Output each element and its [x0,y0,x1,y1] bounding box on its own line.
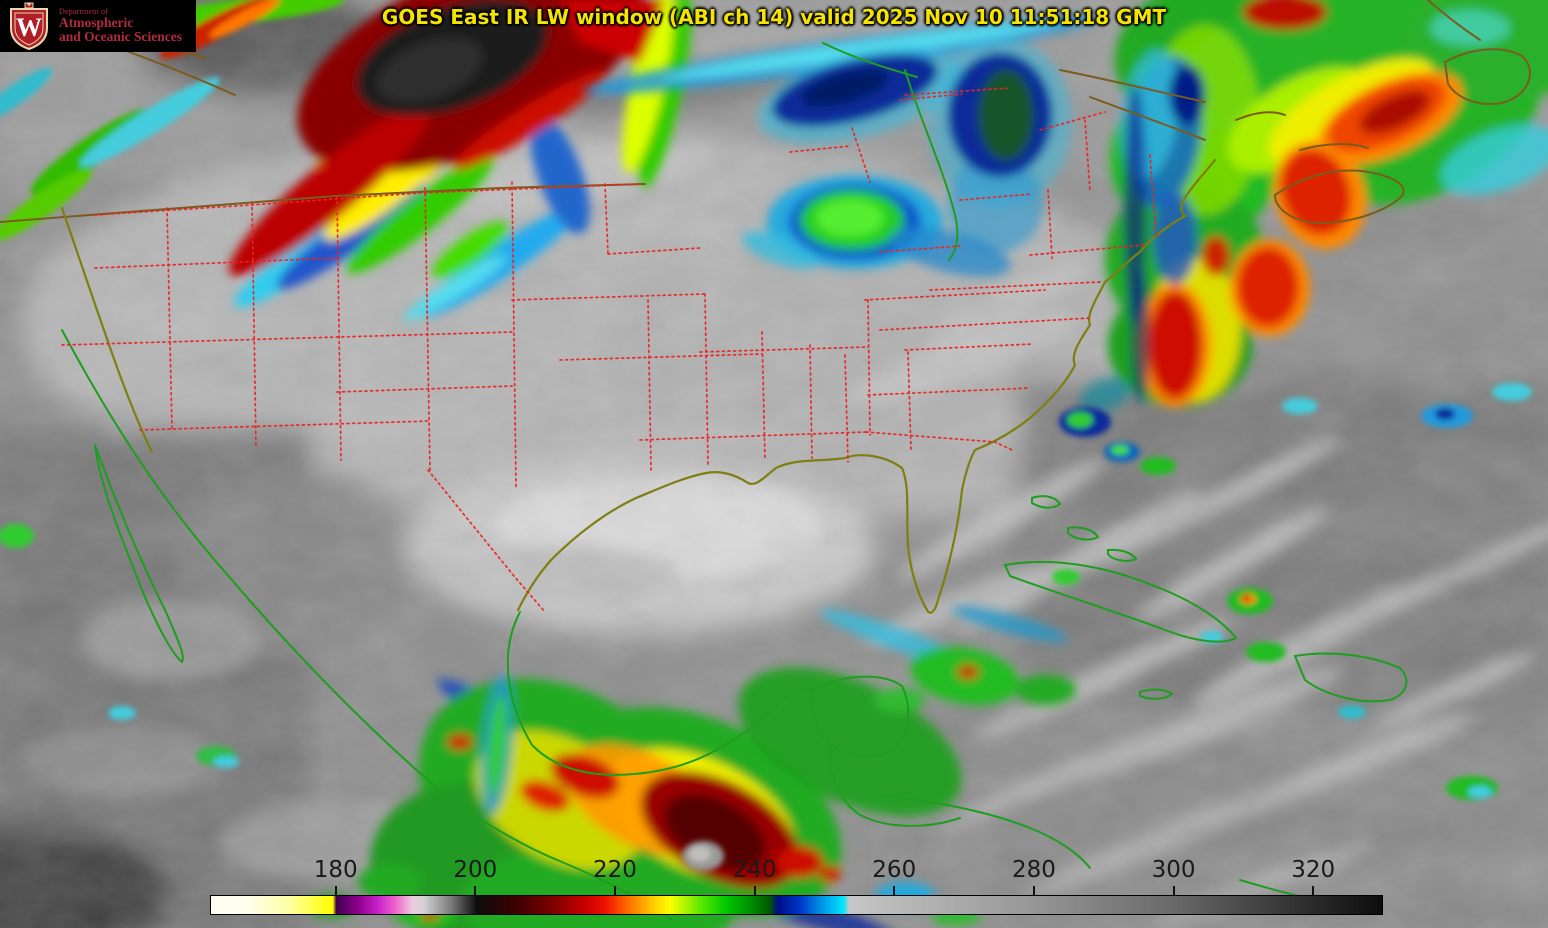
colorbar-tick-mark [893,886,896,895]
temperature-colorbar: 180 200 220 240 260 280 300 320 [210,857,1383,917]
colorbar-tick-mark [1032,886,1035,895]
storm-tropical-south [307,606,1076,928]
colorbar-tick-label: 280 [1011,857,1056,883]
colorbar-tick-label: 320 [1291,857,1336,883]
uw-logo: W Department of Atmospheric and Oceanic … [0,0,196,52]
colorbar-tick-label: 300 [1151,857,1196,883]
storm-northwest [229,0,692,321]
colorbar-tick-mark [1172,886,1175,895]
logo-dept-line: Department of [59,7,109,17]
storm-topleft-corner [0,0,345,241]
colorbar-tick-mark [334,886,337,895]
colorbar-tick-label: 180 [313,857,358,883]
cells-atlantic [1052,383,1532,800]
storm-east-band [1079,0,1548,413]
colorbar-tick-mark [1312,886,1315,895]
logo-line2: and Oceanic Sciences [59,29,182,45]
colorbar-gradient [210,895,1383,915]
colorbar-tick-label: 220 [593,857,637,883]
uw-crest-icon: W [10,2,48,50]
crest-letter: W [16,13,42,42]
cells-west [0,524,239,768]
product-title: GOES East IR LW window (ABI ch 14) valid… [381,5,1167,29]
colorbar-tick-mark [753,886,756,895]
colorbar-tick-mark [613,886,616,895]
logo-line1: Atmospheric [59,15,134,31]
colorbar-tick-label: 200 [453,857,498,883]
tropical-overshoot-top [682,841,724,871]
colorbar-tick-label: 240 [732,857,777,883]
storm-great-lakes [582,15,1098,277]
colorbar-tick-label: 260 [872,857,917,883]
colorbar-tick-mark [474,886,477,895]
